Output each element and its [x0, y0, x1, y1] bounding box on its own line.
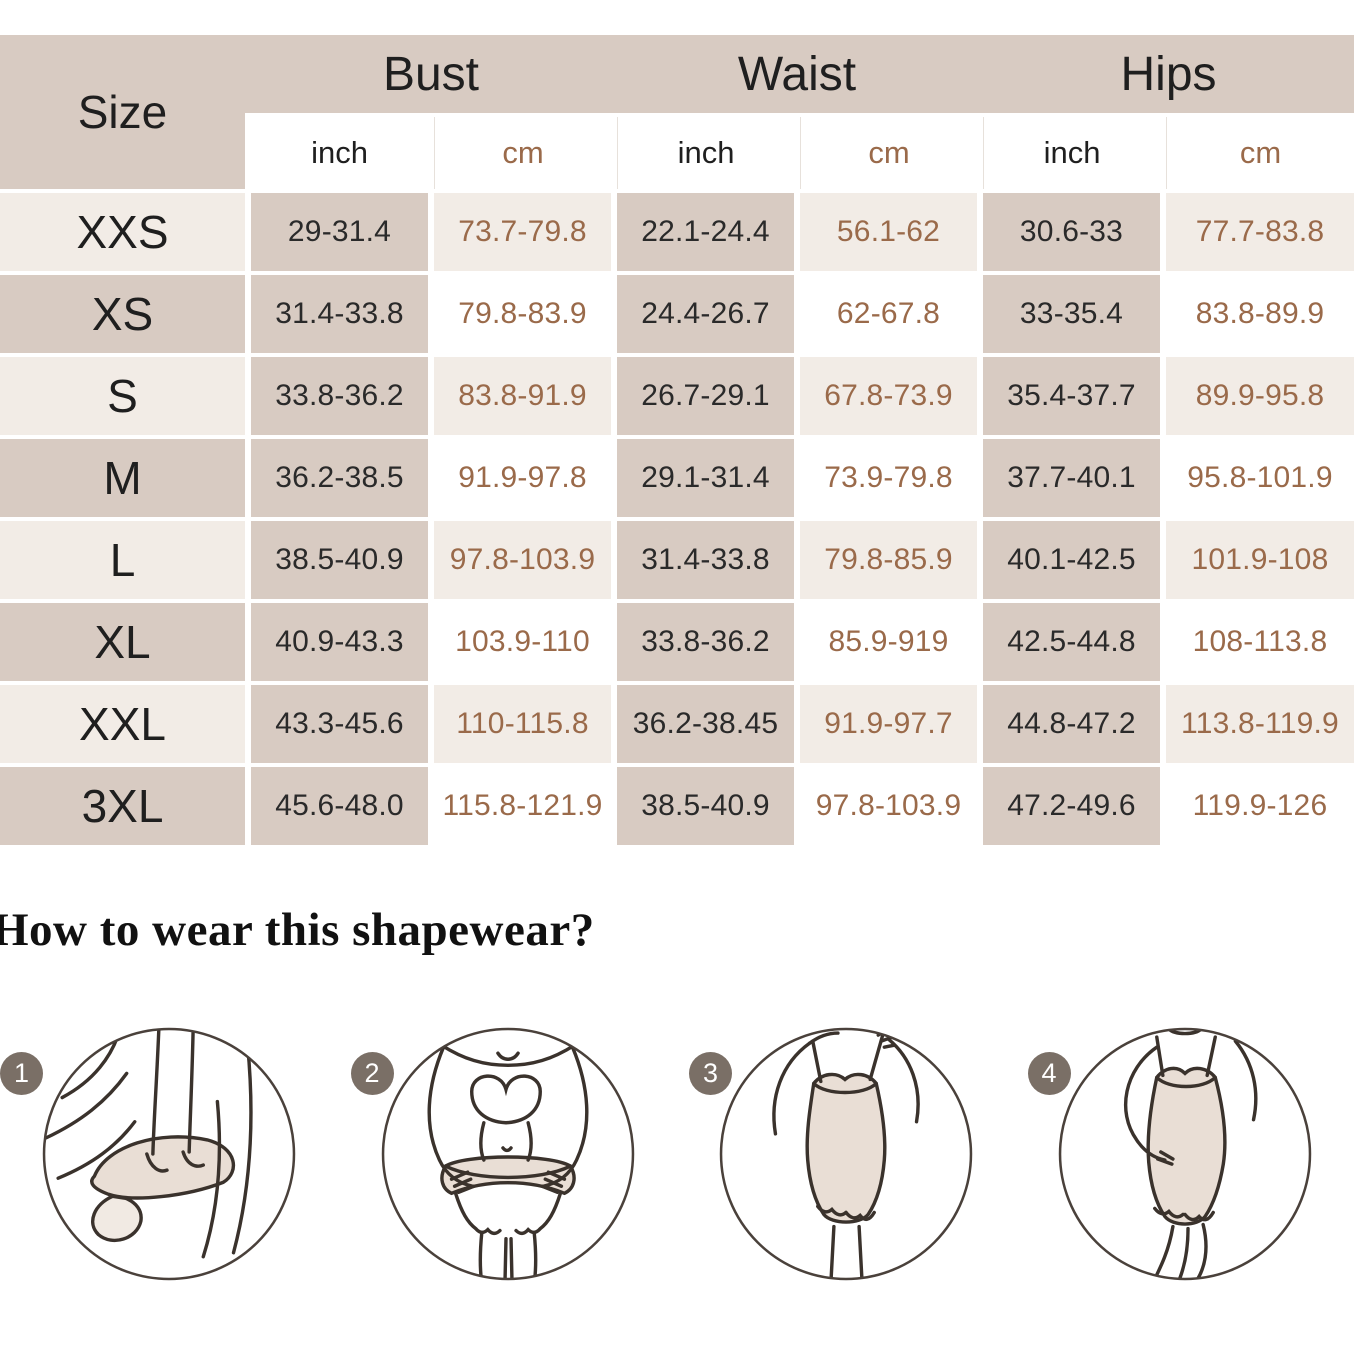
- hips-cm-value: 89.9-95.8: [1166, 357, 1354, 435]
- hips-cm-value: 113.8-119.9: [1166, 685, 1354, 763]
- waist-inch-value: 22.1-24.4: [617, 193, 794, 271]
- step-item: 2: [339, 1020, 678, 1283]
- waist-inch-value: 31.4-33.8: [617, 521, 794, 599]
- waist-cm-value: 67.8-73.9: [800, 357, 977, 435]
- hips-cm-value: 77.7-83.8: [1166, 193, 1354, 271]
- waist-cm-value: 56.1-62: [800, 193, 977, 271]
- size-label: M: [0, 439, 245, 517]
- bust-cm-header: cm: [434, 117, 611, 189]
- bust-inch-value: 29-31.4: [251, 193, 428, 271]
- bust-inch-header: inch: [251, 117, 428, 189]
- waist-cm-value: 73.9-79.8: [800, 439, 977, 517]
- final-fit-illustration: [1056, 1025, 1314, 1283]
- waist-inch-value: 26.7-29.1: [617, 357, 794, 435]
- size-label: XL: [0, 603, 245, 681]
- bust-cm-value: 73.7-79.8: [434, 193, 611, 271]
- bust-cm-value: 91.9-97.8: [434, 439, 611, 517]
- step-number-badge: 1: [0, 1052, 43, 1095]
- hips-cm-value: 83.8-89.9: [1166, 275, 1354, 353]
- hips-cm-value: 119.9-126: [1166, 767, 1354, 845]
- adjust-straps-illustration: [717, 1025, 975, 1283]
- bust-cm-value: 83.8-91.9: [434, 357, 611, 435]
- bust-cm-value: 79.8-83.9: [434, 275, 611, 353]
- waist-cm-value: 91.9-97.7: [800, 685, 977, 763]
- step-into-garment-illustration: [40, 1025, 298, 1283]
- hips-inch-value: 47.2-49.6: [983, 767, 1160, 845]
- step-number-badge: 4: [1027, 1052, 1071, 1095]
- how-to-wear-steps: 1: [0, 1020, 1354, 1283]
- step-item: 3: [677, 1020, 1016, 1283]
- bust-cm-value: 103.9-110: [434, 603, 611, 681]
- hips-group-header: Hips: [1120, 47, 1217, 101]
- bust-cm-value: 110-115.8: [434, 685, 611, 763]
- hips-inch-value: 30.6-33: [983, 193, 1160, 271]
- how-to-wear-heading: How to wear this shapewear?: [0, 904, 595, 956]
- bust-cm-value: 97.8-103.9: [434, 521, 611, 599]
- step-number-badge: 3: [689, 1052, 732, 1095]
- pull-over-hips-illustration: [379, 1025, 637, 1283]
- size-label: XXL: [0, 685, 245, 763]
- waist-cm-value: 85.9-919: [800, 603, 977, 681]
- size-label: XXS: [0, 193, 245, 271]
- hips-inch-value: 35.4-37.7: [983, 357, 1160, 435]
- size-column-header: Size: [0, 35, 245, 189]
- step-number: 4: [1041, 1058, 1057, 1088]
- bust-inch-value: 31.4-33.8: [251, 275, 428, 353]
- hips-cm-value: 108-113.8: [1166, 603, 1354, 681]
- size-chart-table: Size Bust Waist Hips inch cm inch cm inc…: [0, 35, 1354, 845]
- waist-cm-value: 62-67.8: [800, 275, 977, 353]
- waist-inch-value: 36.2-38.45: [617, 685, 794, 763]
- step-number: 2: [364, 1058, 380, 1088]
- bust-inch-value: 45.6-48.0: [251, 767, 428, 845]
- waist-group-header: Waist: [737, 47, 857, 101]
- hips-inch-value: 37.7-40.1: [983, 439, 1160, 517]
- bust-cm-value: 115.8-121.9: [434, 767, 611, 845]
- hips-inch-value: 42.5-44.8: [983, 603, 1160, 681]
- hips-inch-header: inch: [983, 117, 1160, 189]
- waist-inch-value: 24.4-26.7: [617, 275, 794, 353]
- size-label: S: [0, 357, 245, 435]
- bust-inch-value: 36.2-38.5: [251, 439, 428, 517]
- waist-inch-value: 38.5-40.9: [617, 767, 794, 845]
- bust-inch-value: 43.3-45.6: [251, 685, 428, 763]
- waist-cm-value: 97.8-103.9: [800, 767, 977, 845]
- size-label: L: [0, 521, 245, 599]
- waist-cm-header: cm: [800, 117, 977, 189]
- hips-cm-header: cm: [1166, 117, 1354, 189]
- bust-inch-value: 33.8-36.2: [251, 357, 428, 435]
- size-label: 3XL: [0, 767, 245, 845]
- step-number: 3: [702, 1058, 719, 1088]
- step-item: 4: [1016, 1020, 1354, 1283]
- waist-cm-value: 79.8-85.9: [800, 521, 977, 599]
- hips-cm-value: 95.8-101.9: [1166, 439, 1354, 517]
- step-number: 1: [13, 1058, 30, 1088]
- bust-group-header: Bust: [382, 47, 480, 101]
- bust-inch-value: 38.5-40.9: [251, 521, 428, 599]
- hips-cm-value: 101.9-108: [1166, 521, 1354, 599]
- waist-inch-header: inch: [617, 117, 794, 189]
- step-number-badge: 2: [350, 1052, 394, 1095]
- hips-inch-value: 33-35.4: [983, 275, 1160, 353]
- hips-inch-value: 40.1-42.5: [983, 521, 1160, 599]
- bust-inch-value: 40.9-43.3: [251, 603, 428, 681]
- hips-inch-value: 44.8-47.2: [983, 685, 1160, 763]
- waist-inch-value: 29.1-31.4: [617, 439, 794, 517]
- waist-inch-value: 33.8-36.2: [617, 603, 794, 681]
- step-item: 1: [0, 1020, 339, 1283]
- size-label: XS: [0, 275, 245, 353]
